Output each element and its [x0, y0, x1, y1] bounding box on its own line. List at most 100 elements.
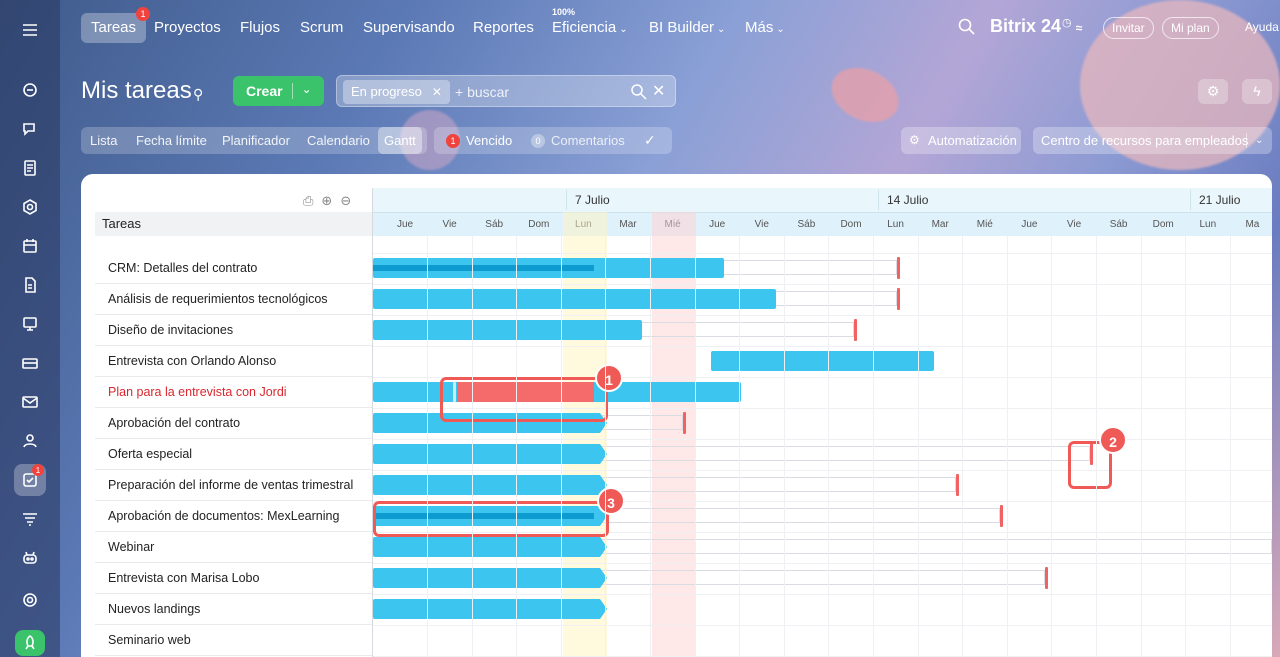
task-bar[interactable]	[373, 413, 607, 433]
search-icon[interactable]	[957, 17, 977, 37]
filter-search-box[interactable]: En progreso ✕ ✕	[336, 75, 676, 107]
disk-icon[interactable]	[14, 269, 46, 301]
settings-icon[interactable]	[14, 584, 46, 616]
tasks-icon[interactable]: 1	[14, 464, 46, 496]
tasks-badge: 1	[32, 464, 44, 476]
task-row[interactable]: Nuevos landings	[95, 594, 372, 625]
task-row[interactable]: Preparación del informe de ventas trimes…	[95, 470, 372, 501]
task-row[interactable]: CRM: Detalles del contrato	[95, 253, 372, 284]
nav-mas[interactable]: Más ⌄	[735, 13, 795, 43]
day-gridline	[560, 236, 562, 657]
zoom-in-icon[interactable]: ⊕	[321, 193, 341, 208]
tab-lista[interactable]: Lista	[90, 133, 118, 148]
automation-button[interactable]: ⚙ Automatización	[901, 127, 1021, 154]
create-label: Crear	[246, 83, 283, 99]
task-bar[interactable]	[373, 506, 607, 526]
nav-proyectos[interactable]: Proyectos	[154, 19, 221, 36]
day-label: Sáb	[797, 219, 816, 230]
task-bar[interactable]	[373, 568, 607, 588]
task-row[interactable]: Plan para la entrevista con Jordi	[95, 377, 372, 408]
chevron-down-icon[interactable]: ⌄	[1255, 135, 1264, 146]
help-button[interactable]: Ayuda	[1245, 20, 1279, 34]
lightning-icon[interactable]: ϟ	[1242, 79, 1272, 104]
deadline-range	[600, 508, 1000, 523]
tab-fecha-limite[interactable]: Fecha límite	[136, 133, 207, 148]
nav-bi-builder[interactable]: BI Builder ⌄	[639, 13, 735, 43]
task-row[interactable]: Aprobación de documentos: MexLearning	[95, 501, 372, 532]
rocket-icon[interactable]	[15, 630, 45, 656]
pin-icon[interactable]: ⚲	[193, 86, 204, 102]
task-row[interactable]: Oferta especial	[95, 439, 372, 470]
automation-label: Automatización	[928, 133, 1017, 148]
task-bar[interactable]	[373, 444, 607, 464]
task-row[interactable]: Diseño de invitaciones	[95, 315, 372, 346]
feed-icon[interactable]	[14, 74, 46, 106]
filter-chip[interactable]: En progreso ✕	[343, 80, 450, 104]
chevron-down-icon[interactable]: ⌄	[302, 84, 312, 96]
menu-icon[interactable]	[14, 14, 46, 46]
zoom-out-icon[interactable]: ⊖	[340, 193, 360, 208]
tab-calendario[interactable]: Calendario	[307, 133, 370, 148]
chat-check-icon[interactable]: ✓	[644, 132, 656, 148]
deadline-range	[642, 322, 854, 337]
overdue-bar-segment[interactable]	[457, 382, 594, 402]
invite-button[interactable]: Invitar	[1103, 17, 1154, 39]
deadline-marker	[897, 288, 900, 310]
create-button[interactable]: Crear ⌄	[233, 76, 324, 106]
row-gridline	[373, 346, 1272, 347]
task-bar[interactable]	[373, 320, 642, 340]
task-bar[interactable]	[373, 599, 607, 619]
robot-icon[interactable]	[14, 542, 46, 574]
filter-icon[interactable]	[14, 503, 46, 535]
deadline-range	[600, 415, 683, 430]
task-row[interactable]: Aprobación del contrato	[95, 408, 372, 439]
task-bar[interactable]	[373, 289, 776, 309]
search-icon[interactable]	[630, 83, 648, 101]
task-bar[interactable]	[373, 258, 724, 278]
brand-logo[interactable]: Bitrix 24◷ ≈	[990, 16, 1082, 37]
tab-gantt[interactable]: Gantt	[378, 127, 422, 154]
task-bar-progress[interactable]	[373, 513, 594, 519]
nav-eficiencia[interactable]: 100% Eficiencia ⌄	[542, 7, 638, 43]
documents-icon[interactable]	[14, 152, 46, 184]
deadline-range	[724, 260, 897, 275]
nav-supervisando[interactable]: Supervisando	[363, 19, 455, 36]
task-row[interactable]: Entrevista con Marisa Lobo	[95, 563, 372, 594]
task-bar-progress[interactable]	[373, 265, 594, 271]
task-row[interactable]: Webinar	[95, 532, 372, 563]
grid-divider[interactable]	[372, 188, 373, 657]
nav-flujos[interactable]: Flujos	[240, 19, 281, 36]
deadline-marker	[1090, 443, 1093, 465]
chat-icon[interactable]	[14, 113, 46, 145]
nav-scrum[interactable]: Scrum	[300, 19, 344, 36]
deadline-marker	[1045, 567, 1048, 589]
task-row[interactable]: Análisis de requerimientos tecnológicos	[95, 284, 372, 315]
deadline-range	[600, 477, 956, 492]
tab-planificador[interactable]: Planificador	[222, 133, 290, 148]
search-input[interactable]	[455, 82, 615, 102]
calendar-icon[interactable]	[14, 230, 46, 262]
print-icon[interactable]: ⎙	[303, 193, 322, 208]
task-bar[interactable]	[373, 475, 607, 495]
day-label: Dom	[1152, 219, 1174, 230]
close-icon[interactable]: ✕	[431, 85, 442, 99]
overdue-counter[interactable]: 1 Vencido	[446, 127, 512, 154]
task-row[interactable]: Seminario web	[95, 625, 372, 656]
my-plan-button[interactable]: Mi plan	[1162, 17, 1219, 39]
mail-icon[interactable]	[14, 386, 46, 418]
gear-icon[interactable]: ⚙	[1198, 79, 1228, 104]
contacts-icon[interactable]	[14, 425, 46, 457]
resources-button[interactable]: Centro de recursos para empleados ⌄	[1033, 127, 1272, 154]
comments-counter[interactable]: 0 Comentarios	[531, 127, 625, 154]
video-icon[interactable]	[14, 308, 46, 340]
day-gridline	[1229, 236, 1231, 657]
collab-icon[interactable]	[14, 191, 46, 223]
crm-icon[interactable]	[14, 347, 46, 379]
task-bar[interactable]	[711, 351, 934, 371]
task-bar[interactable]	[373, 537, 607, 557]
clear-icon[interactable]: ✕	[652, 83, 666, 100]
chevron-down-icon: ⌄	[717, 24, 726, 35]
task-row[interactable]: Entrevista con Orlando Alonso	[95, 346, 372, 377]
nav-tareas[interactable]: Tareas 1	[81, 7, 151, 43]
nav-reportes[interactable]: Reportes	[473, 19, 534, 36]
